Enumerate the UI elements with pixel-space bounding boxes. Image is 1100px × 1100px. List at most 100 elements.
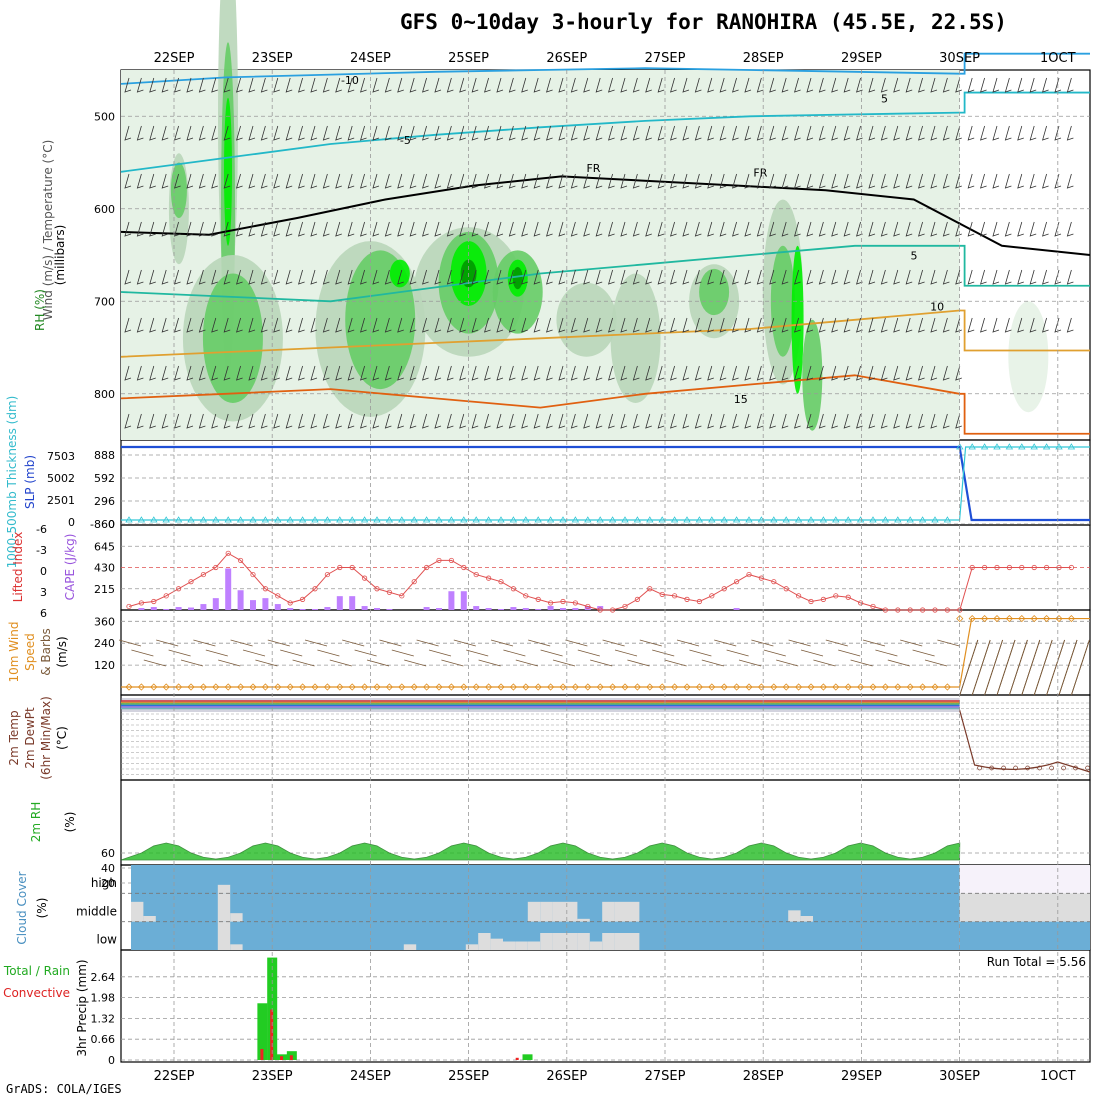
upper-barb	[632, 269, 640, 285]
upper-barb	[781, 125, 789, 141]
wind-barb	[416, 639, 439, 647]
upper-barb	[794, 125, 801, 141]
li-point	[126, 603, 132, 610]
upper-barb	[446, 269, 454, 285]
upper-barb	[446, 77, 454, 93]
upper-barb	[149, 317, 156, 333]
thickness-marker	[212, 516, 220, 523]
upper-barb	[1066, 317, 1074, 333]
upper-barb	[198, 173, 206, 189]
li-point	[461, 564, 467, 571]
upper-barb	[136, 173, 144, 189]
upper-barb	[186, 173, 194, 189]
upper-barb	[843, 413, 851, 429]
cloud-cell	[503, 941, 516, 950]
upper-barb	[223, 413, 231, 429]
upper-barb	[856, 365, 863, 381]
wind-barb	[763, 649, 786, 657]
upper-barb	[124, 365, 132, 381]
wind-barb	[652, 649, 675, 657]
upper-barb	[570, 365, 578, 381]
cloud-cell	[614, 933, 627, 950]
upper-barb	[434, 413, 442, 429]
upper-barb	[186, 365, 194, 381]
rh-blob-20	[699, 268, 730, 316]
wind-barb	[627, 659, 650, 667]
upper-barb	[149, 125, 156, 141]
wind-marker	[1005, 614, 1013, 623]
wind-barb	[689, 649, 712, 657]
wind-barb	[862, 639, 886, 647]
upper-barb	[831, 269, 838, 285]
li-point	[597, 607, 603, 613]
rh-blob-23	[791, 245, 804, 394]
upper-barb	[434, 77, 442, 93]
thickness-marker	[708, 516, 716, 523]
upper-barb	[223, 269, 231, 285]
upper-barb	[422, 269, 429, 285]
upper-barb	[806, 173, 814, 189]
upper-barb	[508, 269, 516, 285]
upper-barb	[521, 413, 528, 429]
li-point	[609, 607, 616, 613]
cloud-cover-panel: high middle low	[76, 865, 1090, 950]
upper-barb	[992, 77, 1000, 93]
wind-marker	[1043, 614, 1051, 623]
upper-barb	[484, 365, 491, 381]
upper-barb	[682, 221, 690, 237]
upper-barb	[583, 317, 590, 333]
upper-barb	[595, 269, 603, 285]
precip-axis-label: 3hr Precip (mm)	[75, 959, 89, 1056]
wind-barb	[168, 649, 191, 657]
left-axis-labels: Wind (m/s) / Temperature (°C)RH (%) (mill…	[3, 140, 89, 1057]
upper-barb	[831, 125, 838, 141]
upper-barb	[1054, 77, 1062, 93]
upper-barb	[893, 125, 900, 141]
upper-barb	[818, 413, 826, 429]
thickness-marker	[980, 443, 989, 450]
upper-barb	[744, 413, 752, 429]
wind-barb	[503, 649, 526, 657]
upper-barb	[744, 269, 752, 285]
thickness-marker	[360, 516, 369, 523]
wind-barb	[614, 649, 638, 657]
upper-barb	[397, 365, 404, 381]
upper-barb	[732, 365, 739, 381]
cloud-cell	[131, 901, 144, 922]
upper-barb	[1017, 269, 1024, 285]
wind-barb	[292, 659, 315, 667]
thickness-marker	[1042, 443, 1051, 450]
wind-axis-label-4: (m/s)	[55, 636, 69, 667]
temp-2m-panel	[121, 698, 1091, 775]
upper-barb	[384, 125, 392, 141]
upper-barb	[918, 173, 925, 189]
upper-barb	[558, 317, 566, 333]
wind-marker	[993, 614, 1001, 623]
upper-barb	[186, 269, 194, 285]
rh-tick-2: 20	[101, 877, 115, 890]
date-axis: 22SEP 22SEP 23SEP 23SEP 24SEP 24SEP 25SEP 25SEP…	[154, 51, 1076, 1084]
upper-barb	[831, 365, 838, 381]
upper-barb	[645, 269, 652, 285]
upper-barb	[384, 77, 392, 93]
li-point	[138, 600, 144, 606]
upper-barb	[285, 125, 293, 141]
li-point	[919, 607, 926, 613]
rh-blob-1	[170, 162, 187, 218]
upper-barb	[905, 413, 913, 429]
upper-barb	[223, 77, 231, 93]
upper-barb	[682, 317, 690, 333]
upper-barb	[124, 173, 132, 189]
upper-barb	[719, 269, 727, 285]
upper-barb	[719, 77, 727, 93]
upper-barb	[967, 125, 975, 141]
upper-barb	[831, 413, 838, 429]
upper-barb	[1066, 125, 1074, 141]
upper-barb	[1004, 77, 1012, 93]
upper-barb	[397, 77, 404, 93]
upper-barb	[285, 317, 293, 333]
upper-barb	[967, 77, 975, 93]
upper-barb	[794, 269, 801, 285]
upper-barb	[595, 173, 603, 189]
temp-point	[1013, 765, 1018, 771]
